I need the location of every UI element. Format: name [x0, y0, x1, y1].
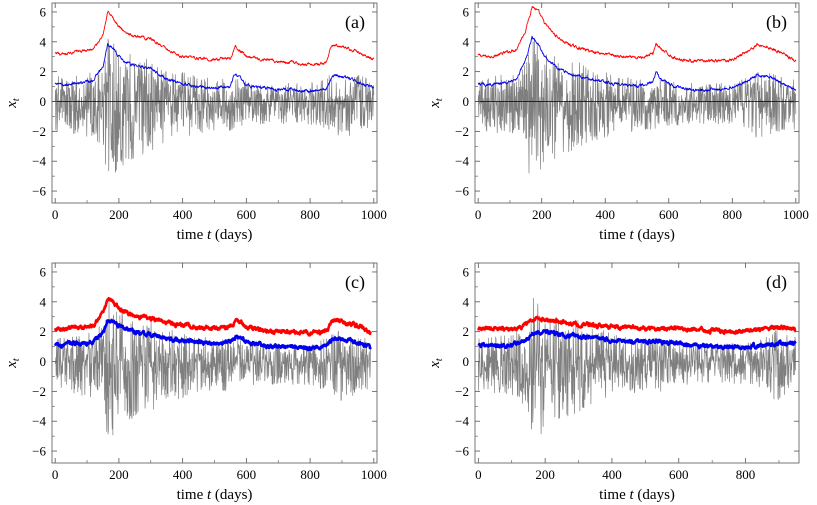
x-tick-label: 0 — [52, 207, 59, 222]
x-tick-label: 600 — [659, 207, 679, 222]
x-tick-label: 1000 — [361, 467, 387, 482]
plot-area — [52, 10, 377, 173]
y-tick-label: 2 — [40, 64, 47, 79]
x-tick-label: 800 — [736, 467, 756, 482]
upper-series-line — [477, 315, 797, 336]
plot-area — [475, 6, 799, 174]
plot-area — [53, 296, 372, 436]
x-tick-label: 200 — [532, 207, 552, 222]
y-tick-label: −6 — [32, 444, 46, 459]
x-tick-label: 200 — [535, 467, 555, 482]
y-tick-label: 4 — [40, 34, 47, 49]
y-tick-label: 2 — [463, 64, 470, 79]
x-axis-label: time t (days) — [599, 227, 675, 243]
x-tick-label: 400 — [173, 467, 193, 482]
x-tick-label: 400 — [595, 207, 615, 222]
x-tick-label: 1000 — [783, 207, 809, 222]
y-tick-label: 4 — [463, 294, 470, 309]
panel-label: (d) — [766, 272, 787, 293]
panel-d: 0 200 400 600 800 −6 −4 −2 0 2 4 6 (d) time t (days) x… — [427, 262, 800, 503]
y-tick-label: 6 — [463, 264, 470, 279]
x-tick-label: 1000 — [361, 207, 387, 222]
x-tick-label: 600 — [237, 467, 257, 482]
y-axis-label: xt — [427, 98, 445, 109]
panel-label: (a) — [345, 12, 365, 33]
x-axis-label: time t (days) — [599, 487, 675, 503]
plot-area — [477, 297, 797, 434]
x-tick-label: 400 — [602, 467, 622, 482]
x-tick-label: 200 — [109, 207, 129, 222]
noise-series-line — [477, 297, 797, 434]
y-tick-label: 6 — [40, 264, 47, 279]
y-tick-label: −2 — [455, 384, 469, 399]
upper-series-line — [54, 10, 375, 67]
y-axis-label: xt — [427, 358, 445, 369]
y-axis-label: xt — [4, 98, 22, 109]
y-tick-label: 2 — [463, 324, 470, 339]
x-axis-label: time t (days) — [177, 487, 253, 503]
plot-frame — [474, 262, 800, 464]
y-tick-label: 0 — [463, 354, 470, 369]
y-tick-label: 2 — [40, 324, 47, 339]
panel-label: (c) — [345, 272, 365, 293]
y-tick-label: 6 — [40, 4, 47, 19]
y-tick-label: −6 — [32, 184, 46, 199]
x-tick-label: 800 — [300, 207, 320, 222]
y-tick-label: −4 — [32, 414, 46, 429]
x-tick-label: 200 — [109, 467, 129, 482]
upper-series-line — [53, 296, 372, 337]
y-tick-label: −4 — [32, 154, 46, 169]
noise-series-line — [477, 40, 797, 174]
y-tick-label: −2 — [32, 124, 46, 139]
upper-series-line — [477, 6, 797, 63]
x-tick-label: 600 — [669, 467, 689, 482]
x-tick-label: 0 — [52, 467, 59, 482]
noise-series-line — [54, 300, 371, 436]
y-tick-label: −2 — [32, 384, 46, 399]
y-tick-label: −2 — [455, 124, 469, 139]
panel-b: 0 200 400 600 800 1000 −6 −4 −2 0 2 4 6 (b) time t (da… — [427, 2, 809, 243]
y-tick-label: −6 — [455, 184, 469, 199]
y-tick-label: 4 — [463, 34, 470, 49]
y-tick-label: 0 — [463, 94, 470, 109]
y-tick-label: 6 — [463, 4, 470, 19]
x-tick-label: 800 — [723, 207, 743, 222]
panel-c: 0 200 400 600 800 1000 −6 −4 −2 0 2 4 6 (c) time t (da… — [4, 262, 387, 503]
lower-series-line — [54, 318, 372, 352]
x-tick-label: 800 — [300, 467, 320, 482]
x-tick-label: 400 — [173, 207, 193, 222]
y-tick-label: 4 — [40, 294, 47, 309]
y-tick-label: 0 — [40, 354, 47, 369]
lower-series-line — [477, 36, 797, 93]
x-axis-label: time t (days) — [177, 227, 253, 243]
y-tick-label: −4 — [455, 414, 469, 429]
noise-series-line — [54, 38, 375, 173]
panel-label: (b) — [766, 12, 787, 33]
panel-a: 0 200 400 600 800 1000 −6 −4 −2 0 2 4 6 (a) time t (da… — [4, 2, 387, 243]
y-tick-label: −4 — [455, 154, 469, 169]
x-tick-label: 0 — [475, 467, 482, 482]
x-tick-label: 600 — [237, 207, 257, 222]
y-tick-label: −6 — [455, 444, 469, 459]
x-tick-label: 0 — [475, 207, 482, 222]
lower-series-line — [477, 328, 797, 351]
y-tick-label: 0 — [40, 94, 47, 109]
lower-series-line — [54, 43, 375, 94]
y-axis-label: xt — [4, 358, 22, 369]
